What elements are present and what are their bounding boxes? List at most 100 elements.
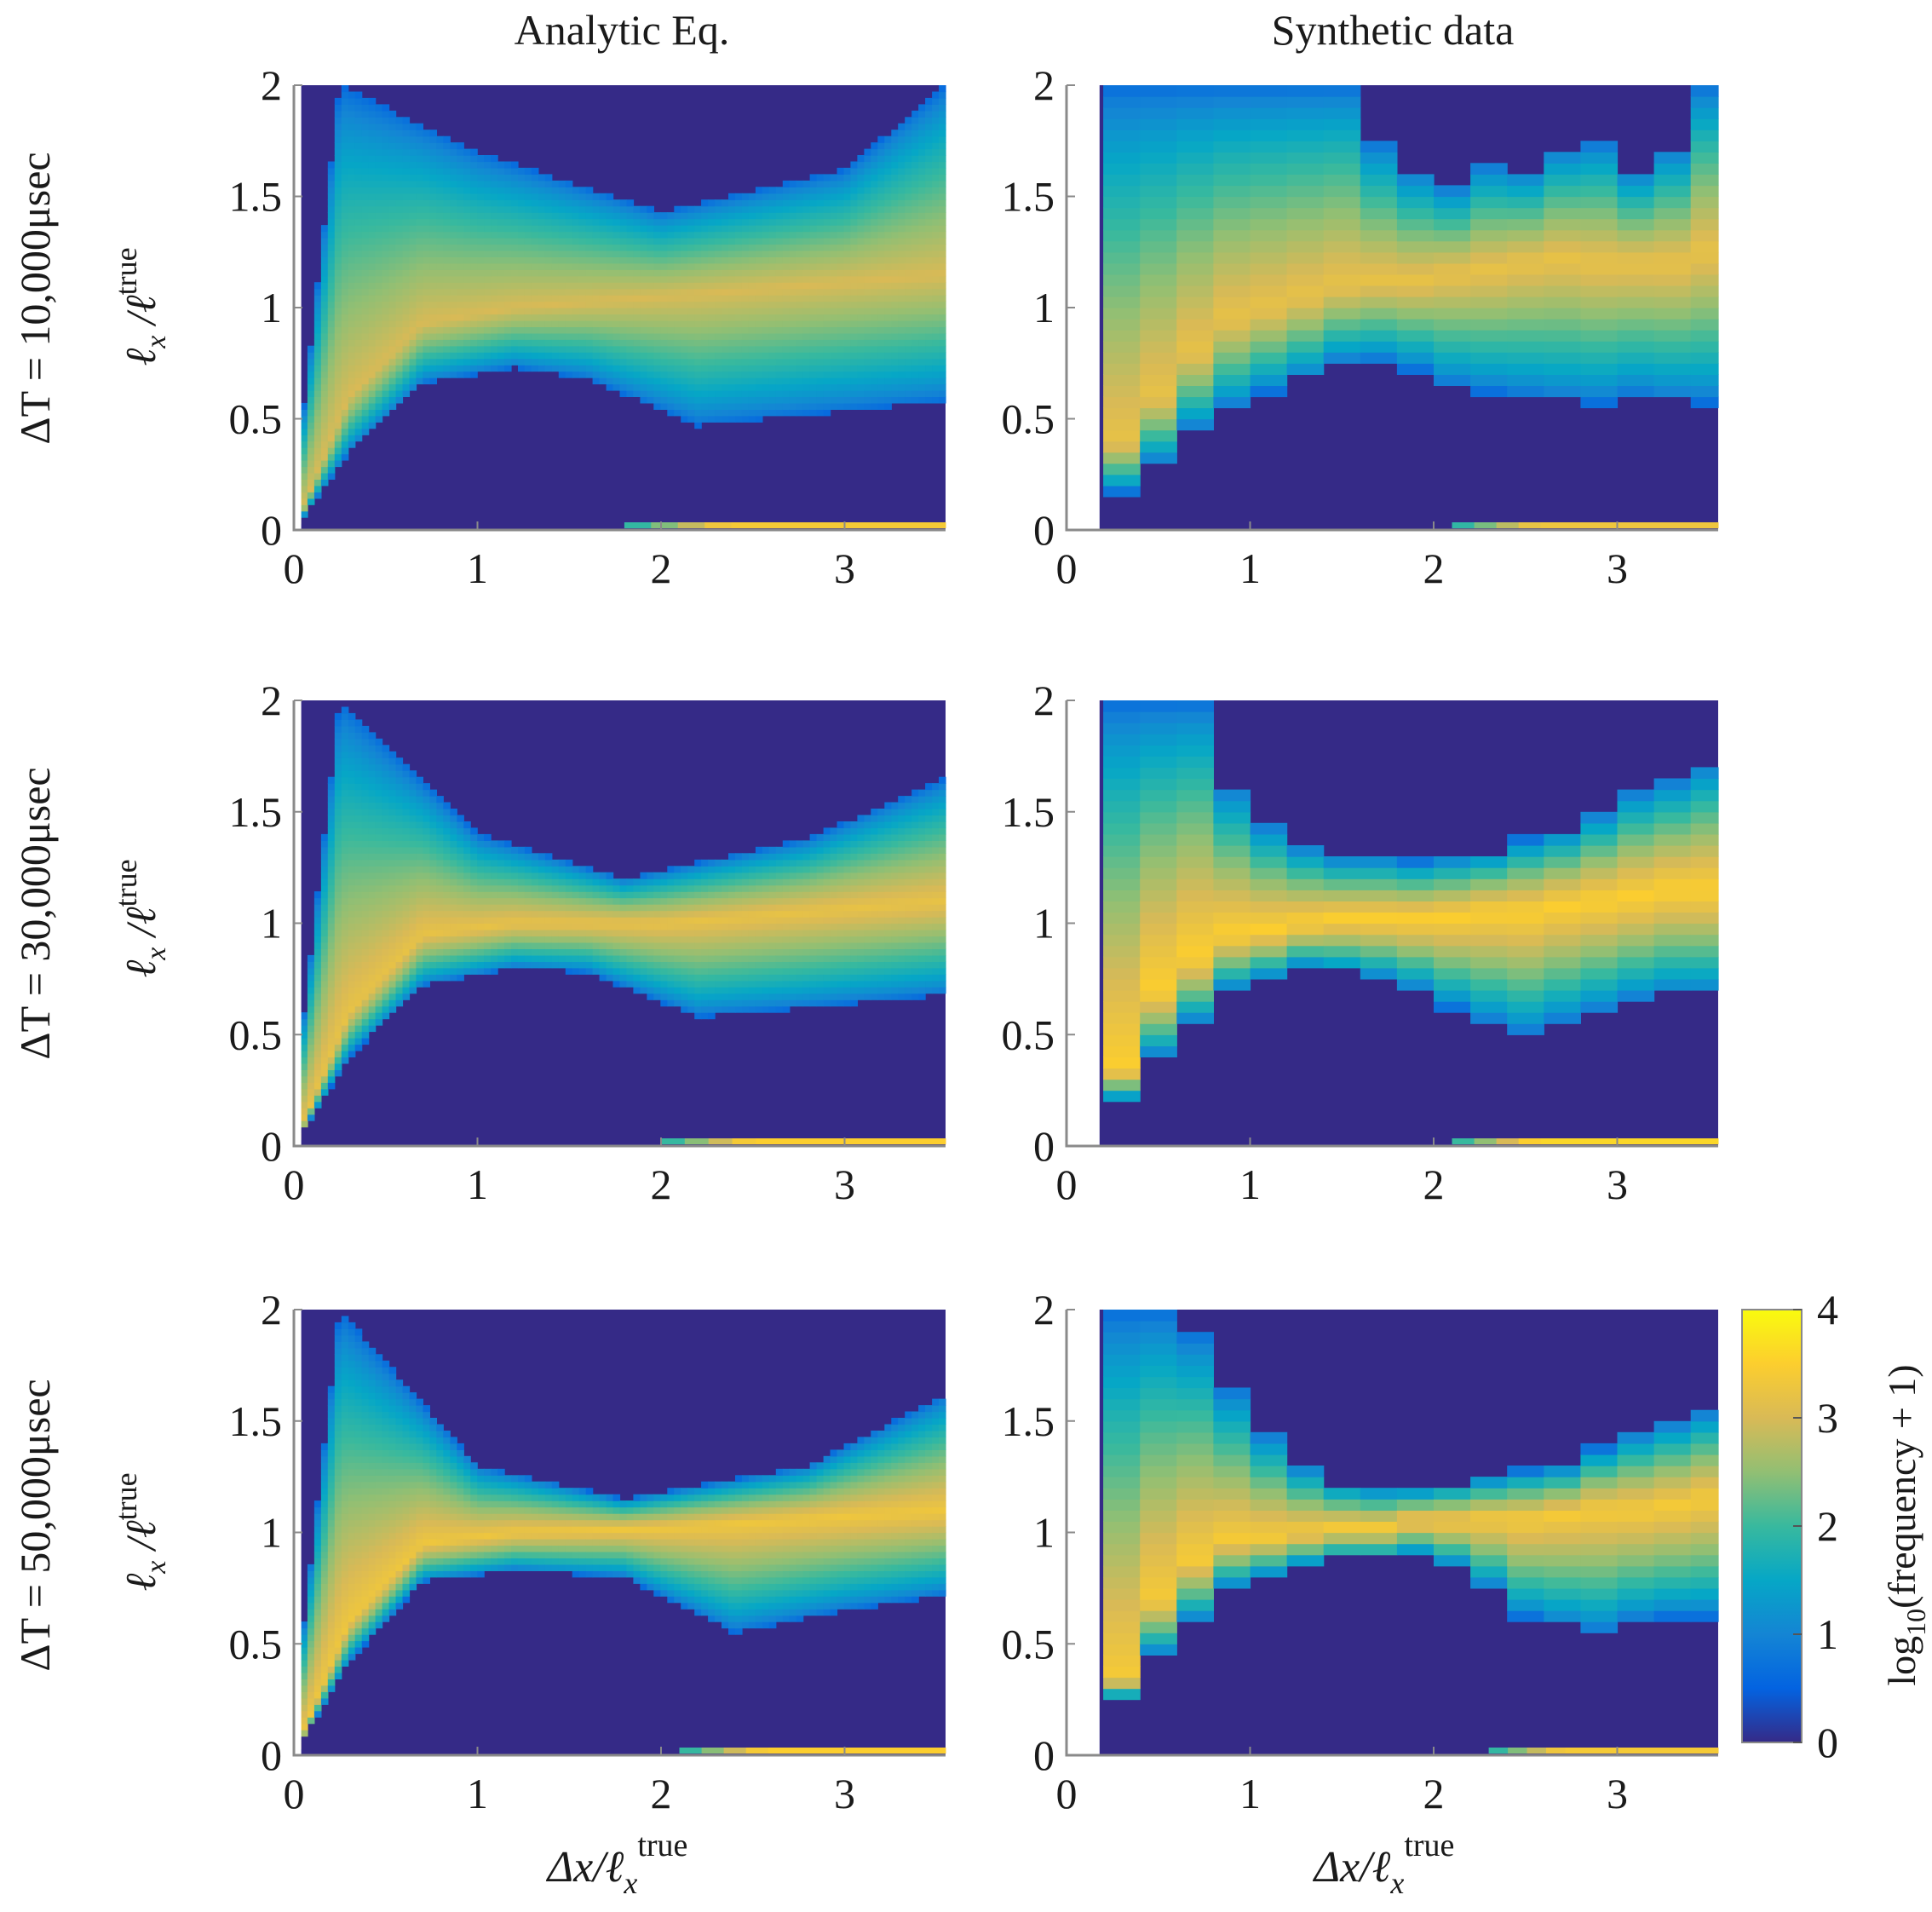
heat-bin-cell	[1176, 218, 1214, 231]
heat-cell	[708, 269, 716, 277]
heat-cell	[484, 320, 492, 327]
heat-cell	[633, 250, 641, 257]
heat-cell	[518, 339, 526, 347]
heat-bin-cell	[1690, 296, 1719, 308]
heat-cell	[463, 174, 471, 181]
heat-cell	[768, 371, 777, 378]
heat-cell	[395, 980, 404, 988]
heat-cell	[748, 244, 756, 251]
heat-cell	[898, 231, 906, 239]
heat-cell	[327, 269, 336, 277]
heat-cell	[775, 402, 784, 410]
heat-cell	[484, 365, 492, 372]
heat-cell	[898, 320, 906, 327]
heat-cell	[511, 218, 519, 226]
heat-cell	[857, 339, 865, 347]
heat-cell	[823, 332, 831, 340]
heat-cell	[327, 358, 336, 366]
heat-cell	[382, 796, 390, 803]
heat-cell	[775, 339, 784, 347]
heat-cell	[871, 365, 878, 372]
heat-cell	[640, 365, 647, 372]
heat-cell	[382, 352, 390, 360]
heat-cell	[470, 371, 478, 378]
heat-cell	[653, 262, 661, 270]
heat-cell	[755, 389, 763, 397]
heat-bin-cell	[1140, 452, 1177, 464]
heat-cell	[341, 320, 349, 327]
heat-cell	[334, 967, 342, 975]
heat-bin-cell	[1544, 262, 1581, 275]
heat-cell	[782, 402, 791, 410]
heat-cell	[802, 402, 811, 410]
heat-cell	[782, 365, 791, 372]
heat-cell	[327, 212, 336, 220]
heat-cell	[755, 244, 763, 251]
heat-cell	[775, 256, 784, 264]
heat-cell	[423, 815, 430, 822]
heat-cell	[823, 262, 831, 270]
heat-cell	[640, 371, 647, 378]
heat-cell	[313, 961, 322, 969]
heat-cell	[416, 948, 423, 956]
heat-cell	[572, 218, 580, 226]
heat-cell	[925, 218, 933, 226]
heat-cell	[429, 135, 437, 143]
heat-cell	[857, 238, 865, 245]
heat-cell	[715, 295, 722, 302]
heat-cell	[320, 320, 329, 327]
heat-cell	[361, 389, 370, 397]
heat-cell	[395, 383, 404, 391]
heat-bin-cell	[1250, 285, 1288, 297]
heat-cell	[572, 314, 580, 321]
heat-cell	[395, 859, 404, 867]
heat-cell	[477, 174, 485, 181]
heat-cell	[301, 453, 308, 461]
heat-cell	[307, 1088, 315, 1096]
heat-cell	[484, 199, 492, 207]
heat-cell	[850, 167, 858, 175]
heat-cell	[416, 123, 423, 130]
heat-cell	[361, 783, 370, 791]
heat-cell	[585, 256, 594, 264]
heat-cell	[348, 148, 356, 156]
heat-bin-cell	[1323, 96, 1361, 108]
heat-cell	[898, 275, 906, 283]
heat-bin-cell	[1653, 152, 1692, 164]
heat-cell	[463, 314, 471, 321]
heat-cell	[823, 193, 831, 200]
heat-cell	[667, 231, 675, 239]
heat-cell	[755, 225, 763, 233]
heat-bin-cell	[1470, 341, 1508, 353]
heat-cell	[585, 288, 594, 296]
heat-cell	[450, 256, 457, 264]
heat-cell	[395, 339, 404, 347]
heat-cell	[755, 402, 763, 410]
heat-cell	[491, 244, 498, 251]
heat-bin-cell	[1617, 229, 1655, 242]
heat-cell	[816, 371, 825, 378]
heat-bin-cell	[1176, 396, 1214, 409]
heat-cell	[802, 244, 811, 251]
heat-cell	[450, 358, 457, 366]
heat-cell	[375, 415, 383, 423]
heat-cell	[891, 231, 899, 239]
heat-cell	[334, 269, 342, 277]
heat-cell	[748, 275, 756, 283]
heat-cell	[891, 142, 899, 150]
heat-cell	[544, 174, 553, 181]
heat-cell	[911, 269, 919, 277]
heat-cell	[320, 365, 329, 372]
heat-cell	[708, 320, 716, 327]
heat-cell	[484, 345, 492, 353]
heat-cell	[497, 174, 505, 181]
heat-cell	[313, 288, 322, 296]
heat-cell	[694, 282, 702, 290]
heat-cell	[518, 180, 526, 187]
heat-cell	[402, 967, 411, 975]
heat-bin-cell	[1360, 274, 1398, 286]
heat-cell	[647, 358, 654, 366]
heat-cell	[361, 402, 370, 410]
heat-cell	[871, 142, 878, 150]
heat-cell	[599, 377, 607, 385]
